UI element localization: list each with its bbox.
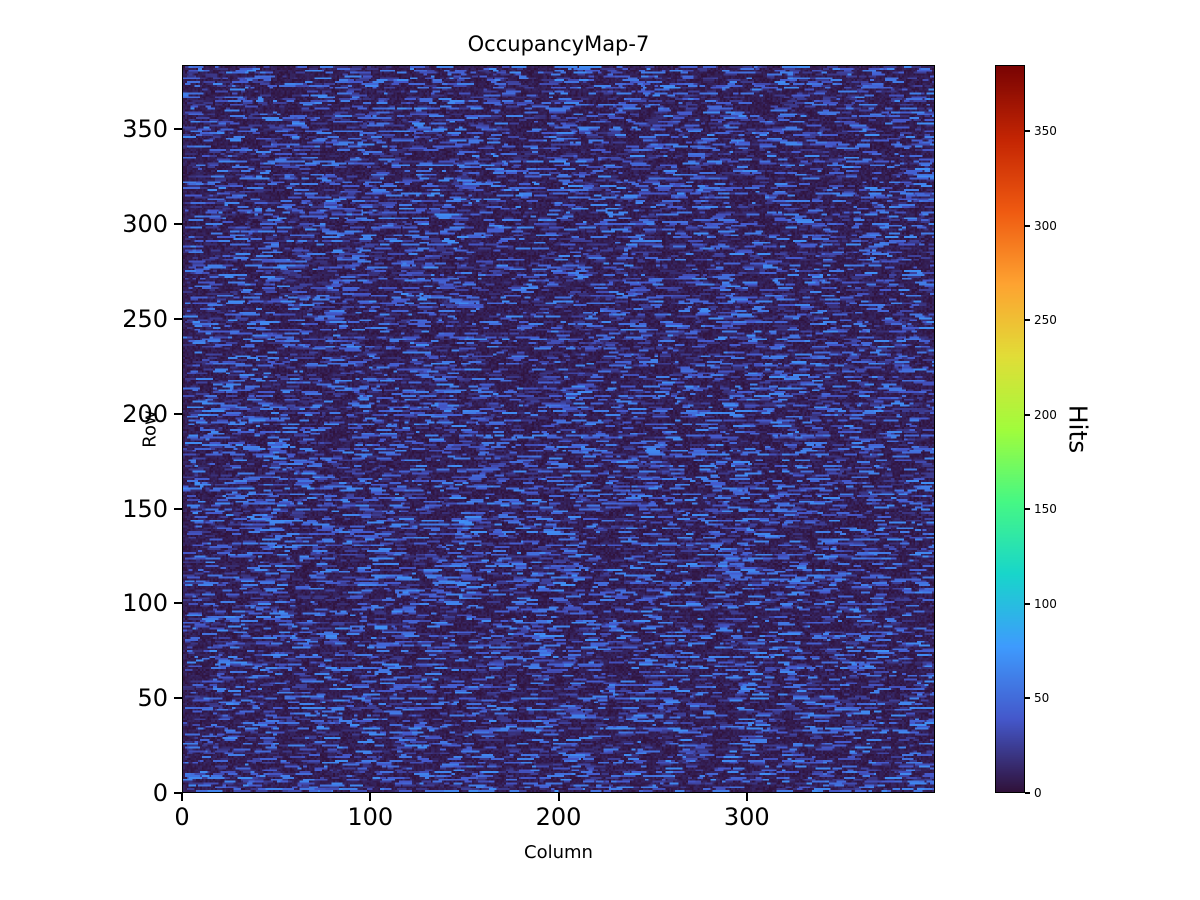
colorbar-tick-label: 300 — [1034, 218, 1057, 233]
x-tick-mark — [557, 793, 560, 801]
y-tick-label: 250 — [122, 305, 168, 334]
y-tick-label: 100 — [122, 589, 168, 618]
y-tick-mark — [174, 412, 182, 415]
colorbar-tick-mark — [1025, 602, 1030, 605]
y-tick-mark — [174, 318, 182, 321]
colorbar-tick-label: 150 — [1034, 502, 1057, 517]
x-tick-label: 0 — [174, 803, 190, 831]
x-axis-label: Column — [524, 842, 593, 863]
colorbar-tick-label: 200 — [1034, 407, 1057, 422]
y-tick-label: 50 — [137, 684, 168, 713]
colorbar-tick-label: 350 — [1034, 124, 1057, 139]
x-tick-mark — [745, 793, 748, 801]
x-tick-mark — [369, 793, 372, 801]
colorbar-tick-label: 0 — [1034, 786, 1042, 800]
x-tick-label: 300 — [723, 803, 770, 831]
y-tick-label: 350 — [122, 115, 168, 144]
colorbar-gradient-canvas — [996, 66, 1024, 792]
x-tick-mark — [181, 793, 183, 801]
y-tick-mark — [174, 223, 182, 226]
x-tick-label: 200 — [535, 803, 582, 831]
y-tick-label: 300 — [122, 210, 168, 239]
colorbar-tick-label: 250 — [1034, 313, 1057, 328]
plot-area — [182, 65, 935, 793]
colorbar-tick-label: 50 — [1034, 691, 1050, 706]
colorbar-tick-mark — [1025, 508, 1030, 511]
colorbar-tick-label: 100 — [1034, 596, 1057, 611]
y-tick-mark — [174, 697, 182, 700]
y-tick-mark — [174, 507, 182, 510]
y-tick-label: 200 — [122, 399, 168, 428]
colorbar-label: Hits — [1063, 404, 1093, 454]
colorbar-tick-mark — [1025, 319, 1030, 322]
chart-title: OccupancyMap-7 — [467, 32, 650, 56]
y-tick-label: 0 — [152, 779, 168, 807]
colorbar-tick-mark — [1025, 130, 1030, 133]
colorbar-tick-mark — [1025, 792, 1030, 794]
colorbar-tick-mark — [1025, 697, 1030, 700]
colorbar-tick-mark — [1025, 224, 1030, 227]
y-tick-mark — [174, 792, 182, 794]
y-tick-mark — [174, 602, 182, 605]
colorbar-tick-mark — [1025, 413, 1030, 416]
heatmap-canvas — [183, 66, 934, 792]
colorbar — [995, 65, 1025, 793]
y-tick-label: 150 — [122, 494, 168, 523]
y-tick-mark — [174, 128, 182, 131]
x-tick-label: 100 — [347, 803, 394, 831]
